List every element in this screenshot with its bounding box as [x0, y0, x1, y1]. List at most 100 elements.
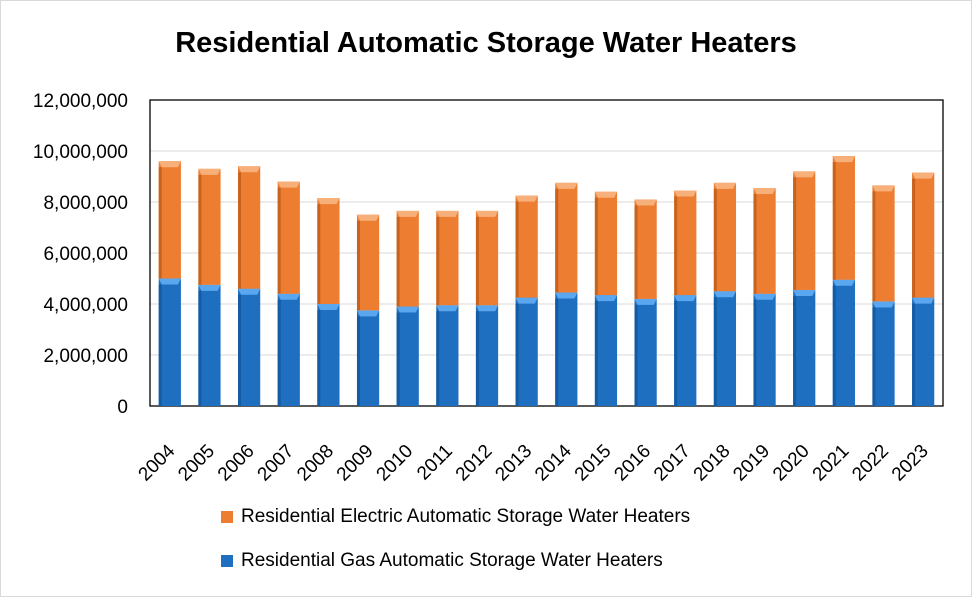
bar-gas	[238, 288, 261, 406]
bar-gas-top-bevel	[793, 289, 816, 296]
bar-electric-top-bevel	[198, 168, 221, 175]
bar-electric	[594, 191, 618, 296]
chart-title: Residential Automatic Storage Water Heat…	[175, 27, 797, 59]
bar-gas-edge	[158, 284, 162, 406]
x-tick-label: 2004	[135, 440, 180, 485]
bar-electric-edge	[396, 216, 400, 307]
bar-electric-edge	[674, 196, 678, 296]
bar-electric-edge	[832, 162, 836, 280]
x-tick-label: 2006	[214, 441, 259, 486]
legend-item-electric: Residential Electric Automatic Storage W…	[221, 506, 690, 528]
bar-gas-edge	[436, 311, 440, 406]
bar-electric-edge	[912, 178, 916, 298]
bar-gas	[158, 278, 181, 406]
bar-gas-edge	[515, 303, 519, 406]
bar-electric-top-bevel	[515, 195, 538, 202]
legend-swatch-electric	[221, 511, 233, 523]
bar-electric-top-bevel	[753, 187, 776, 194]
bar-electric	[238, 166, 261, 289]
y-tick-label: 8,000,000	[43, 193, 128, 214]
bar-electric	[674, 190, 697, 296]
bar-gas-edge	[555, 298, 559, 406]
bar-gas-edge	[832, 285, 836, 406]
x-tick-label: 2018	[690, 441, 735, 486]
bar-gas	[912, 297, 935, 406]
bar-gas	[515, 297, 538, 406]
x-tick-label: 2012	[452, 441, 497, 486]
bar-gas	[317, 304, 340, 406]
bar-electric-edge	[793, 177, 797, 290]
bar-gas	[356, 310, 380, 406]
bar-electric	[317, 198, 340, 304]
plot-area-border	[149, 99, 944, 407]
bar-gas	[475, 305, 499, 406]
x-tick-label: 2007	[254, 441, 299, 486]
bar-gas-top-bevel	[594, 295, 618, 302]
bar-electric-edge	[515, 201, 519, 298]
bar-gas-edge	[356, 316, 360, 406]
x-tick-label: 2021	[809, 441, 854, 486]
bar-gas-edge	[475, 311, 479, 406]
bar-electric	[277, 181, 300, 294]
bar-gas-edge	[753, 299, 757, 406]
bar-gas-top-bevel	[872, 301, 895, 308]
bar-electric-edge	[475, 216, 479, 306]
x-tick-label: 2014	[531, 440, 576, 485]
y-tick-label: 2,000,000	[43, 346, 128, 367]
bar-electric	[793, 171, 816, 290]
bar-gas-edge	[317, 310, 321, 406]
bar-electric	[713, 182, 737, 292]
bar-electric-edge	[634, 205, 638, 299]
x-tick-label: 2008	[293, 441, 338, 486]
x-tick-label: 2015	[571, 441, 616, 486]
legend-2: Residential Gas Automatic Storage Water …	[221, 550, 663, 572]
bar-electric	[515, 195, 538, 298]
bar-gas-edge	[793, 295, 797, 406]
legend: Residential Electric Automatic Storage W…	[221, 506, 690, 528]
bar-gas-edge	[634, 304, 638, 406]
bar-electric-top-bevel	[912, 172, 935, 179]
bar-electric	[832, 156, 855, 280]
legend-label-gas: Residential Gas Automatic Storage Water …	[241, 550, 663, 571]
bar-gas-top-bevel	[238, 288, 261, 295]
bar-electric	[396, 210, 419, 307]
bar-electric	[753, 187, 776, 294]
bar-gas-edge	[238, 294, 242, 406]
bar-electric-edge	[594, 197, 598, 296]
bar-electric-edge	[555, 188, 559, 293]
bar-gas	[594, 295, 618, 406]
bar-gas-edge	[594, 301, 598, 406]
bar-electric-edge	[872, 191, 876, 302]
bar-electric-edge	[436, 216, 440, 306]
bar-gas	[674, 295, 697, 406]
bar-gas-edge	[396, 312, 400, 406]
bar-electric-top-bevel	[872, 185, 895, 192]
legend-item-gas: Residential Gas Automatic Storage Water …	[221, 550, 663, 572]
bar-electric-top-bevel	[594, 191, 618, 198]
bar-electric	[356, 214, 380, 311]
bar-electric	[555, 182, 578, 293]
bar-electric-top-bevel	[634, 199, 657, 206]
bar-gas-top-bevel	[912, 297, 935, 304]
bar-electric-top-bevel	[555, 182, 578, 189]
bar-electric	[198, 168, 221, 285]
bar-gas-edge	[912, 303, 916, 406]
bar-gas-top-bevel	[713, 291, 737, 298]
bar-gas-top-bevel	[356, 310, 380, 317]
bar-gas-top-bevel	[832, 279, 855, 286]
bar-gas-top-bevel	[634, 298, 657, 305]
bar-electric-top-bevel	[713, 182, 737, 189]
bar-electric-top-bevel	[277, 181, 300, 188]
bar-gas-top-bevel	[475, 305, 499, 312]
bar-gas	[198, 284, 221, 406]
bar-gas-edge	[198, 290, 202, 406]
bar-electric-edge	[198, 174, 202, 285]
bar-electric-edge	[158, 167, 162, 279]
x-tick-label: 2005	[174, 441, 219, 486]
x-tick-label: 2022	[848, 441, 893, 486]
bar-gas-top-bevel	[515, 297, 538, 304]
bar-gas-top-bevel	[555, 292, 578, 299]
bar-electric	[634, 199, 657, 299]
bar-electric-edge	[238, 172, 242, 289]
